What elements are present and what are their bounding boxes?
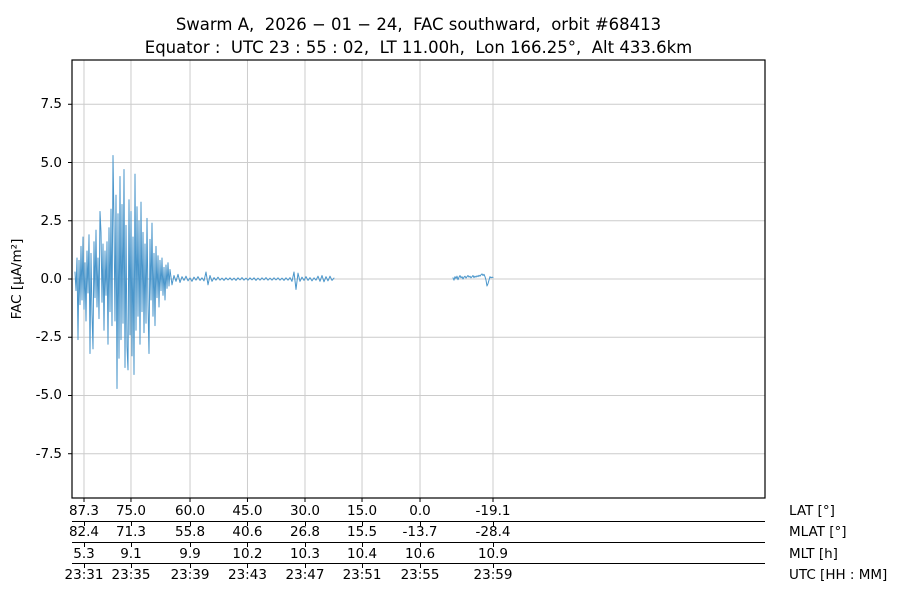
x-tick-label-row2: 82.4: [68, 524, 100, 540]
x-row-name: UTC [HH : MM]: [789, 567, 888, 583]
row-tick: [304, 543, 306, 547]
row-separator-line: [72, 520, 765, 522]
row-tick: [190, 521, 192, 526]
y-tick-label: 2.5: [40, 212, 62, 229]
x-tick-label-row4: 23:39: [170, 567, 210, 583]
x-tick-label-row1: 87.3: [68, 502, 100, 519]
x-tick-label-row1: 60.0: [174, 502, 206, 519]
row-tick: [190, 564, 192, 568]
x-tick-label-row3: 10.6: [404, 545, 436, 562]
row-tick: [130, 543, 132, 547]
row-tick: [130, 521, 132, 526]
row-tick: [247, 564, 249, 568]
x-tick-label-row3: 10.9: [477, 545, 509, 562]
x-tick-label-row3: 10.3: [289, 545, 321, 562]
x-tick-label-row1: 75.0: [115, 502, 146, 519]
x-tick-label-row4: 23:47: [285, 567, 325, 583]
y-tick-label: -5.0: [35, 387, 62, 404]
x-tick-label-row3: 5.3: [73, 545, 95, 562]
x-tick-label-row4: 23:43: [228, 567, 267, 583]
row-tick: [130, 564, 132, 568]
x-row-name: MLT [h]: [789, 545, 838, 562]
x-row-name: LAT [°]: [789, 502, 835, 519]
x-tick-label-row2: 26.8: [289, 524, 321, 540]
x-tick-label-row2: 71.3: [115, 524, 146, 540]
x-row-name: MLAT [°]: [789, 524, 847, 540]
x-tick-label-row1: -19.1: [475, 502, 511, 519]
x-tick-label-row1: 30.0: [289, 502, 321, 519]
x-tick-label-row1: 15.0: [346, 502, 378, 519]
x-tick-label-row4: 23:35: [111, 567, 151, 583]
row-tick: [304, 521, 306, 526]
y-tick-label: 0.0: [40, 271, 62, 287]
chart-title: Swarm A, 2026 − 01 − 24, FAC southward, …: [175, 15, 662, 34]
row-tick: [190, 543, 192, 547]
x-tick-label-row3: 9.1: [120, 545, 142, 562]
chart-subtitle: Equator : UTC 23 : 55 : 02, LT 11.00h, L…: [144, 38, 693, 57]
y-tick-label: 7.5: [40, 96, 62, 113]
x-tick-label-row2: 55.8: [174, 524, 206, 540]
x-tick-label-row2: 40.6: [232, 524, 263, 540]
y-tick-label: -2.5: [35, 329, 62, 346]
row-separator-line: [72, 542, 765, 543]
row-tick: [247, 521, 249, 526]
row-tick: [362, 521, 364, 526]
row-tick: [492, 521, 494, 526]
row-tick: [420, 521, 422, 526]
row-separator-line: [72, 563, 765, 564]
row-tick: [362, 543, 364, 547]
x-tick-label-row4: 23:59: [473, 567, 513, 583]
row-tick: [304, 564, 306, 568]
data-line: [452, 273, 494, 287]
x-tick-label-row3: 9.9: [179, 545, 201, 562]
y-tick-label: 5.0: [40, 154, 62, 171]
x-tick-label-row2: -13.7: [402, 524, 438, 540]
x-tick-label-row2: -28.4: [475, 524, 511, 540]
row-tick: [362, 564, 364, 568]
x-tick-label-row4: 23:31: [64, 567, 104, 583]
x-tick-label-row2: 15.5: [346, 524, 378, 540]
row-tick: [83, 543, 85, 547]
row-tick: [83, 564, 85, 568]
x-tick-label-row3: 10.4: [346, 545, 378, 562]
y-tick-label: -7.5: [35, 445, 62, 462]
x-tick-label-row1: 0.0: [409, 502, 431, 519]
x-tick-label-row4: 23:55: [400, 567, 440, 583]
row-tick: [492, 564, 494, 568]
row-tick: [83, 521, 85, 526]
x-tick-label-row3: 10.2: [232, 545, 263, 562]
row-tick: [492, 543, 494, 547]
x-tick-label-row4: 23:51: [342, 567, 382, 583]
row-tick: [420, 564, 422, 568]
row-tick: [420, 543, 422, 547]
row-tick: [247, 543, 249, 547]
x-tick-label-row1: 45.0: [232, 502, 263, 519]
data-line: [74, 155, 171, 389]
data-line: [169, 269, 335, 290]
